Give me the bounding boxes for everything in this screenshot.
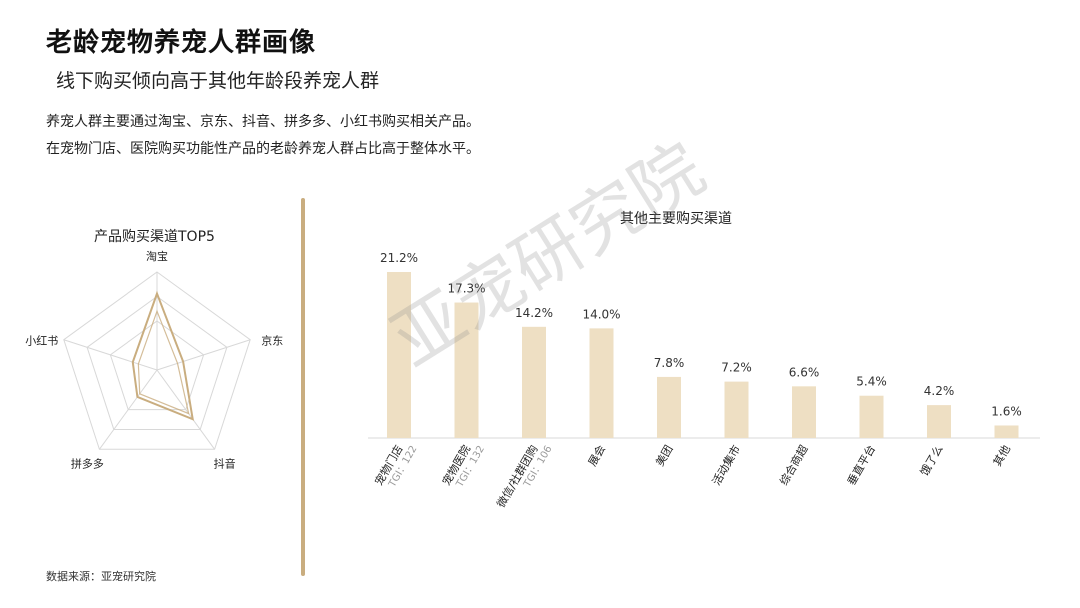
description-line-2: 在宠物门店、医院购买功能性产品的老龄养宠人群占比高于整体水平。 bbox=[46, 141, 480, 157]
bar-chart-title: 其他主要购买渠道 bbox=[620, 211, 732, 227]
bar-8 bbox=[927, 405, 951, 438]
radar-spoke bbox=[156, 339, 251, 371]
bar-3 bbox=[589, 328, 614, 438]
radar-axis-label: 小红书 bbox=[25, 335, 58, 348]
radar-spoke bbox=[63, 339, 158, 371]
bar-value-label: 4.2% bbox=[924, 384, 955, 398]
radar-grid-ring-2 bbox=[109, 320, 205, 411]
x-tick-label: 展会 bbox=[586, 443, 608, 469]
radar-chart-title: 产品购买渠道TOP5 bbox=[94, 229, 215, 245]
page-subtitle: 线下购买倾向高于其他年龄段养宠人群 bbox=[56, 70, 380, 92]
bar-6 bbox=[792, 386, 816, 438]
bar-value-label: 1.6% bbox=[991, 404, 1022, 418]
bar-1 bbox=[454, 302, 479, 438]
section-divider bbox=[301, 198, 305, 576]
bar-0 bbox=[387, 272, 411, 438]
bar-4 bbox=[657, 376, 681, 438]
x-tick-label: 其他 bbox=[991, 443, 1013, 469]
bar-7 bbox=[859, 395, 884, 438]
bar-value-label: 14.0% bbox=[582, 307, 620, 321]
radar-grid-ring-1 bbox=[86, 295, 228, 430]
radar-spoke bbox=[98, 369, 158, 450]
bar-value-label: 7.2% bbox=[721, 361, 752, 375]
radar-axis-label: 拼多多 bbox=[71, 456, 104, 470]
bar-value-label: 17.3% bbox=[447, 282, 485, 296]
x-tick-label: 美团 bbox=[653, 443, 675, 469]
radar-axis-label: 抖音 bbox=[214, 456, 236, 470]
radar-series-1 bbox=[137, 309, 190, 415]
x-tick-label: 饿了么 bbox=[917, 443, 946, 479]
bar-5 bbox=[724, 381, 749, 438]
bar-value-label: 5.4% bbox=[856, 375, 887, 389]
page-title: 老龄宠物养宠人群画像 bbox=[46, 28, 317, 58]
bar-9 bbox=[994, 425, 1019, 438]
bar-value-label: 14.2% bbox=[515, 306, 553, 320]
radar-spoke bbox=[156, 369, 216, 450]
data-source: 数据来源：亚宠研究院 bbox=[46, 570, 156, 583]
bar-value-label: 7.8% bbox=[654, 356, 685, 370]
radar-axis-label: 京东 bbox=[261, 334, 283, 348]
bar-value-label: 6.6% bbox=[789, 365, 820, 379]
x-tick-label: 垂直平台 bbox=[844, 443, 878, 488]
x-tick-label: 综合商超 bbox=[776, 443, 810, 488]
bar-2 bbox=[522, 326, 546, 438]
bar-value-label: 21.2% bbox=[380, 251, 418, 265]
radar-grid-ring-0 bbox=[63, 271, 251, 450]
x-tick-label: 活动集市 bbox=[709, 443, 743, 488]
radar-axis-label: 淘宝 bbox=[146, 249, 168, 263]
description-line-1: 养宠人群主要通过淘宝、京东、抖音、拼多多、小红书购买相关产品。 bbox=[46, 114, 480, 130]
radar-series-0 bbox=[131, 290, 194, 421]
